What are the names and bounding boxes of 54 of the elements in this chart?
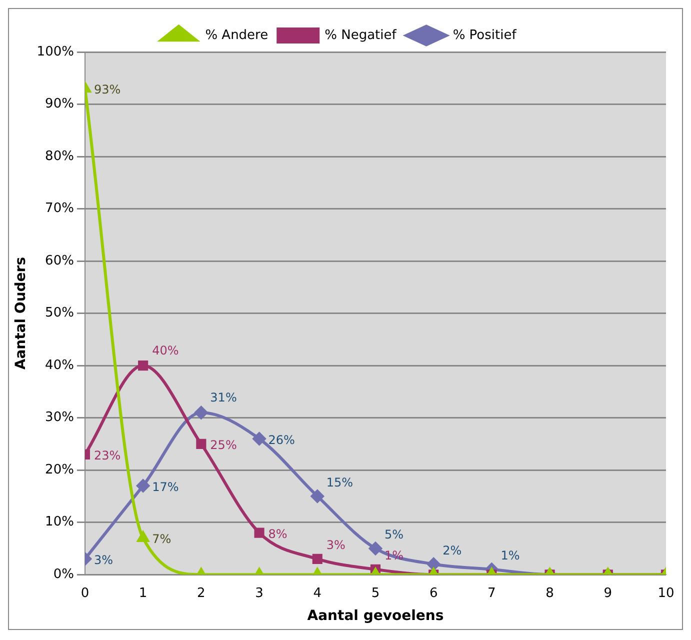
- point: [194, 406, 208, 420]
- point: [254, 528, 264, 538]
- y-tick-label: 100%: [36, 44, 74, 60]
- point: [312, 554, 322, 564]
- data-label: 7%: [152, 532, 172, 546]
- x-tick-label: 4: [313, 586, 322, 601]
- y-tick-label: 80%: [45, 148, 74, 164]
- y-tick-label: 40%: [45, 358, 74, 373]
- data-label: 1%: [500, 548, 520, 562]
- point: [138, 360, 148, 371]
- x-tick-label: 2: [197, 586, 206, 601]
- data-label: 17%: [152, 480, 179, 494]
- data-label: 15%: [326, 475, 354, 490]
- x-tick-label: 5: [371, 586, 380, 601]
- legend-label: % Positief: [452, 28, 517, 43]
- legend-label: % Andere: [205, 28, 268, 43]
- point: [427, 558, 440, 571]
- data-label: 8%: [268, 526, 288, 541]
- point: [136, 479, 150, 492]
- y-tick-label: 10%: [45, 514, 74, 530]
- x-tick-label: 10: [658, 586, 674, 601]
- point: [310, 490, 324, 503]
- x-tick-label: 0: [80, 586, 90, 601]
- y-tick-label: 30%: [45, 410, 74, 426]
- x-axis-title: Aantal gevoelens: [307, 608, 444, 624]
- y-tick-label: 90%: [45, 96, 74, 112]
- y-tick-label: 70%: [45, 201, 74, 216]
- data-label: 3%: [326, 538, 346, 552]
- x-tick-label: 7: [488, 586, 496, 601]
- data-label: 25%: [210, 438, 237, 452]
- point: [368, 542, 382, 555]
- y-tick-label: 20%: [45, 462, 74, 478]
- x-tick-label: 6: [429, 586, 438, 601]
- y-tick-label: 60%: [45, 253, 74, 268]
- y-axis-title: Aantal Ouders: [13, 256, 30, 370]
- data-label: 5%: [384, 528, 404, 542]
- point: [252, 432, 266, 446]
- data-label: 26%: [268, 432, 295, 447]
- x-tick-label: 9: [604, 586, 612, 601]
- data-label: 1%: [384, 548, 404, 562]
- y-tick-label: 50%: [45, 306, 74, 321]
- data-label: 2%: [442, 543, 462, 558]
- data-label: 31%: [210, 390, 237, 405]
- data-label: 23%: [94, 448, 121, 463]
- point: [196, 438, 206, 449]
- data-label: 93%: [94, 82, 121, 97]
- x-tick-label: 1: [138, 586, 148, 601]
- x-tick-label: 3: [255, 586, 264, 601]
- data-label: 3%: [94, 553, 114, 568]
- data-label: 40%: [152, 344, 179, 358]
- x-tick-label: 8: [546, 586, 554, 601]
- y-tick-label: 0%: [53, 566, 74, 582]
- legend-label: % Negatief: [324, 28, 397, 43]
- point: [137, 532, 149, 542]
